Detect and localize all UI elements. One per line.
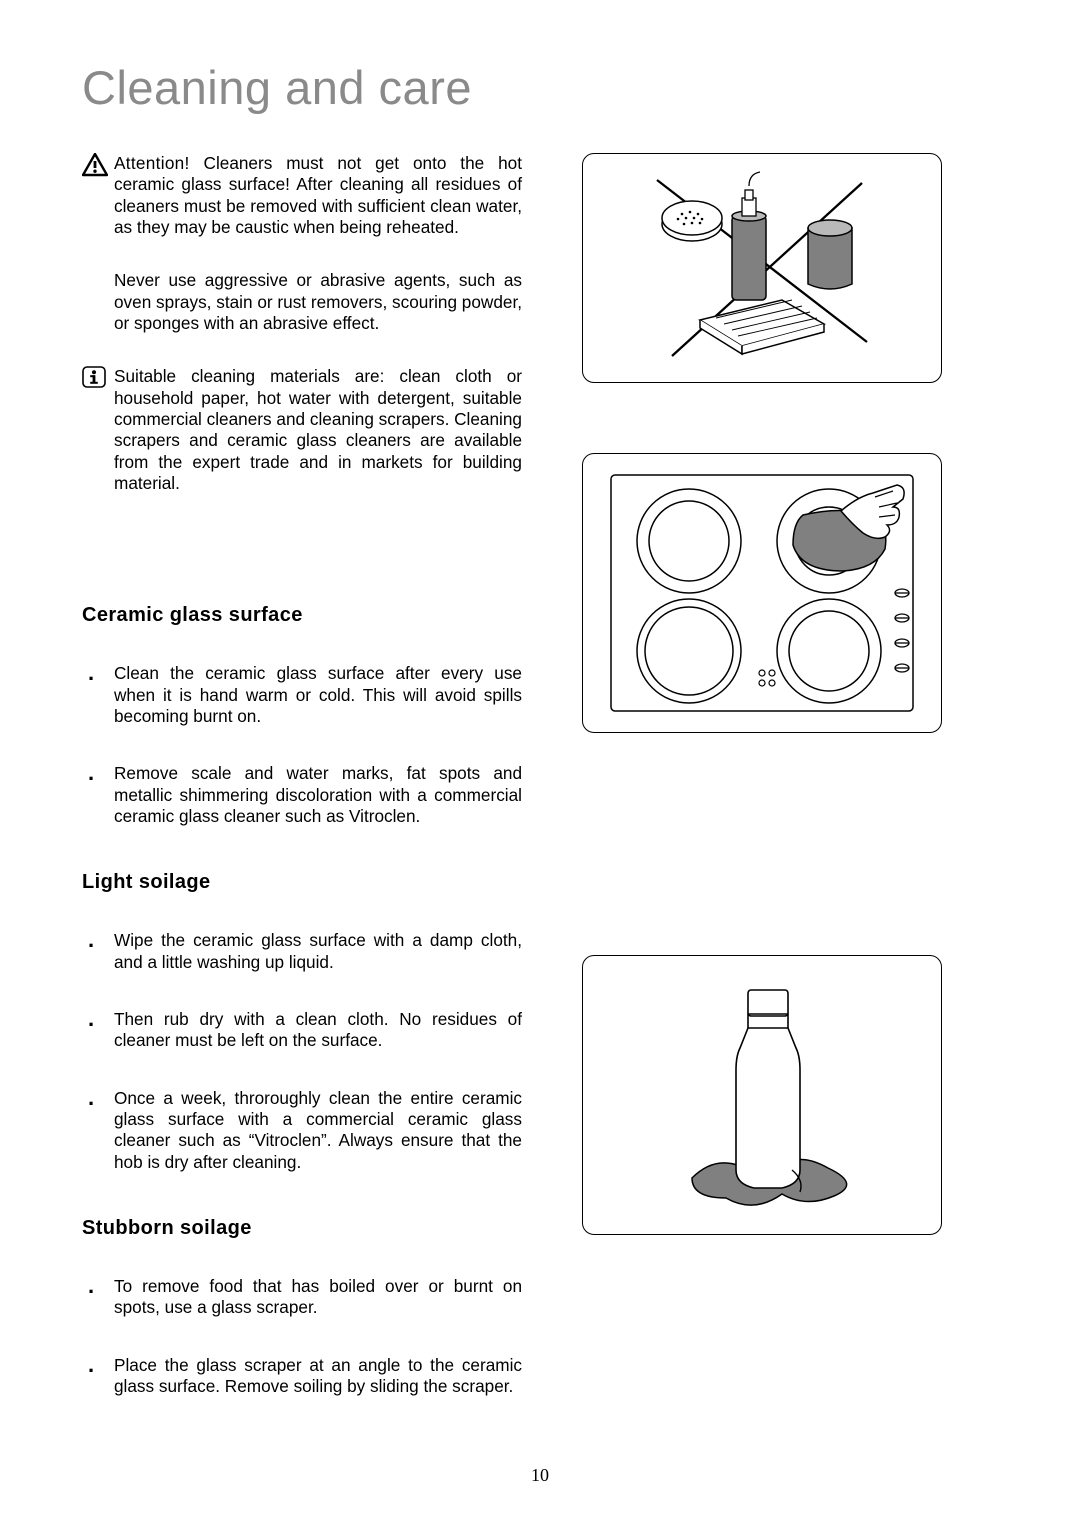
list-item: Place the glass scraper at an angle to t…: [88, 1355, 522, 1398]
warning-icon: [82, 153, 108, 177]
heading-light: Light soilage: [82, 871, 522, 894]
ceramic-list: Clean the ceramic glass surface after ev…: [88, 663, 522, 827]
figure-cleaner-bottle: [582, 955, 942, 1235]
warning-lead: Attention!: [114, 153, 190, 173]
list-item: Remove scale and water marks, fat spots …: [88, 763, 522, 827]
list-item: To remove food that has boiled over or b…: [88, 1276, 522, 1319]
list-item: Once a week, throroughly clean the entir…: [88, 1088, 522, 1173]
figure-hob-wipe: [582, 453, 942, 733]
stubborn-list: To remove food that has boiled over or b…: [88, 1276, 522, 1397]
left-column: Attention! Cleaners must not get onto th…: [82, 153, 522, 1433]
list-item: Then rub dry with a clean cloth. No resi…: [88, 1009, 522, 1052]
figure-cleaning-tools: [582, 153, 942, 383]
light-list: Wipe the ceramic glass surface with a da…: [88, 930, 522, 1173]
right-column: [582, 153, 942, 1433]
page-title: Cleaning and care: [82, 60, 998, 115]
heading-stubborn: Stubborn soilage: [82, 1217, 522, 1240]
list-item: Wipe the ceramic glass surface with a da…: [88, 930, 522, 973]
info-text: Suitable cleaning materials are: clean c…: [114, 366, 522, 494]
warning-text-2: Never use aggressive or abrasive agents,…: [114, 270, 522, 334]
info-icon: [82, 366, 106, 388]
heading-ceramic: Ceramic glass surface: [82, 604, 522, 627]
page-number: 10: [0, 1465, 1080, 1486]
warning-text: Attention! Cleaners must not get onto th…: [114, 153, 522, 238]
list-item: Clean the ceramic glass surface after ev…: [88, 663, 522, 727]
